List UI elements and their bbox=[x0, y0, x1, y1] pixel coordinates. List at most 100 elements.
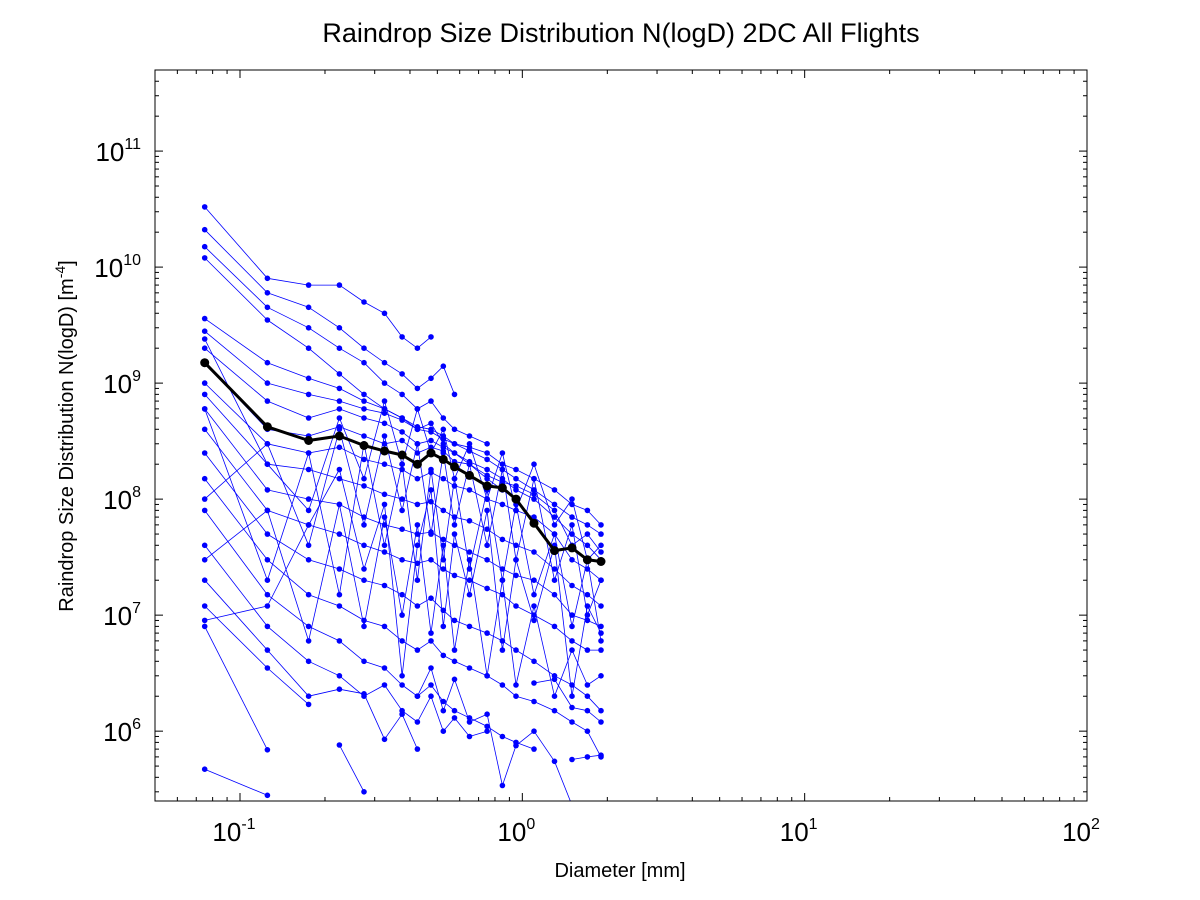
flight-series-5-point bbox=[499, 461, 506, 468]
flight-series-19-line bbox=[204, 626, 268, 750]
flight-series-25-point bbox=[484, 711, 490, 717]
flight-series-24-point bbox=[531, 603, 537, 609]
flight-series-9-point bbox=[381, 461, 388, 468]
flight-series-22-point bbox=[598, 638, 604, 644]
flight-series-25-point bbox=[531, 728, 537, 734]
flight-series-28-point bbox=[569, 496, 575, 502]
flight-series-22-point bbox=[201, 406, 208, 412]
flight-series-13-point bbox=[428, 595, 434, 601]
flight-series-24-point bbox=[201, 557, 208, 563]
axis-ticks: 10-1 100 101 102 106 107 108 109 1010 1011 bbox=[94, 69, 1100, 847]
flight-series-24-point bbox=[484, 673, 490, 679]
flight-series-6-point bbox=[569, 514, 575, 520]
flight-series-15-point bbox=[305, 623, 312, 630]
flight-series-21-point bbox=[531, 617, 537, 624]
y-axis-label-close: ] bbox=[56, 260, 78, 266]
flight-series-28-point bbox=[598, 542, 604, 549]
flight-series-19-point bbox=[336, 742, 343, 748]
flight-series-23-point bbox=[361, 522, 367, 528]
flight-series-14-point bbox=[569, 719, 575, 725]
flight-series-2 bbox=[201, 226, 458, 398]
flight-series-17-point bbox=[201, 577, 208, 583]
flight-series-4-point bbox=[264, 317, 271, 323]
flight-series-9-point bbox=[569, 557, 575, 563]
flight-series-6-point bbox=[201, 328, 208, 335]
flight-series-13-point bbox=[484, 630, 490, 636]
flight-series-15-point bbox=[361, 658, 367, 665]
flight-series-6-line bbox=[204, 330, 602, 535]
flight-series-16-point bbox=[466, 733, 473, 740]
flight-series-15-point bbox=[264, 591, 271, 598]
mean-series-point bbox=[380, 446, 389, 456]
flight-series-6-point bbox=[466, 448, 473, 454]
flight-series-12-point bbox=[451, 572, 458, 579]
flight-series-11-point bbox=[584, 617, 591, 624]
flight-series-10-point bbox=[584, 591, 591, 598]
flight-series-15-point bbox=[484, 723, 490, 730]
y-tick-label: 107 bbox=[103, 600, 141, 631]
flight-series-7-point bbox=[201, 345, 208, 352]
flight-series-28-point bbox=[531, 461, 537, 468]
flight-series-6-point bbox=[399, 417, 405, 423]
flight-series-12-point bbox=[381, 549, 388, 555]
flight-series-24-point bbox=[598, 673, 604, 679]
flight-series-12-point bbox=[440, 566, 447, 572]
flight-series-10-point bbox=[399, 496, 405, 502]
flight-series-25-point bbox=[428, 665, 434, 671]
flight-series-1-point bbox=[399, 334, 405, 340]
y-tick-label: 108 bbox=[103, 484, 141, 515]
flight-series-24-point bbox=[428, 630, 434, 636]
flight-series-9-line bbox=[204, 382, 602, 581]
flight-series-13-point bbox=[361, 577, 367, 583]
flight-series-16 bbox=[201, 542, 490, 740]
flight-series-28-point bbox=[451, 475, 458, 482]
flight-series-8-point bbox=[484, 472, 490, 479]
flight-series-10-line bbox=[204, 394, 602, 607]
flight-series-11-point bbox=[531, 577, 537, 583]
flight-series-19 bbox=[201, 623, 367, 795]
flight-series-24-point bbox=[584, 682, 591, 688]
y-axis-label-text: Raindrop Size Distribution N(logD) [m bbox=[56, 278, 78, 611]
flight-series-10-point bbox=[361, 483, 367, 489]
flight-series-14 bbox=[201, 475, 604, 760]
flight-series-21-point bbox=[451, 531, 458, 537]
flight-series-25-point bbox=[499, 782, 506, 789]
flight-series-28-point bbox=[399, 461, 405, 468]
flight-series-5-point bbox=[513, 466, 519, 473]
flight-series-28 bbox=[201, 336, 604, 563]
flight-series-23-point bbox=[584, 612, 591, 618]
flight-series-14-point bbox=[551, 707, 558, 714]
flight-series-4-point bbox=[361, 391, 367, 398]
flight-series-11-point bbox=[264, 487, 271, 493]
flight-series-9-point bbox=[451, 483, 458, 489]
flight-series-21-point bbox=[264, 603, 271, 609]
flight-series-16-point bbox=[336, 673, 343, 679]
flight-series-10-point bbox=[484, 526, 490, 532]
flight-series-22-point bbox=[414, 577, 421, 583]
flight-series-2-point bbox=[414, 385, 421, 392]
flight-series-23-point bbox=[440, 450, 447, 456]
flight-series-15-point bbox=[466, 715, 473, 721]
flight-series-8-point bbox=[551, 507, 558, 514]
mean-series-point bbox=[334, 431, 344, 441]
flight-series-28-line bbox=[204, 338, 602, 561]
flight-series-3-point bbox=[451, 426, 458, 433]
flight-series-1-point bbox=[336, 282, 343, 288]
flight-series-10-point bbox=[499, 536, 506, 543]
flight-series-26-point bbox=[584, 754, 591, 760]
flight-series-5-point bbox=[551, 487, 558, 493]
flight-series-14-point bbox=[414, 647, 421, 653]
flight-series-6-point bbox=[598, 531, 604, 537]
flight-series-23-point bbox=[414, 441, 421, 447]
y-tick-label: 106 bbox=[103, 716, 141, 747]
flight-series-14-point bbox=[399, 638, 405, 644]
flight-series-6-point bbox=[531, 487, 537, 493]
flight-series-25-point bbox=[513, 742, 519, 749]
y-axis-label-exponent: -4 bbox=[52, 266, 68, 279]
flight-series-10-point bbox=[598, 603, 604, 609]
mean-series-point bbox=[567, 543, 577, 553]
flight-series-6-point bbox=[264, 380, 271, 386]
flight-series-23-point bbox=[381, 433, 388, 439]
flight-series-21-point bbox=[466, 591, 473, 598]
flight-series-18 bbox=[201, 603, 312, 708]
